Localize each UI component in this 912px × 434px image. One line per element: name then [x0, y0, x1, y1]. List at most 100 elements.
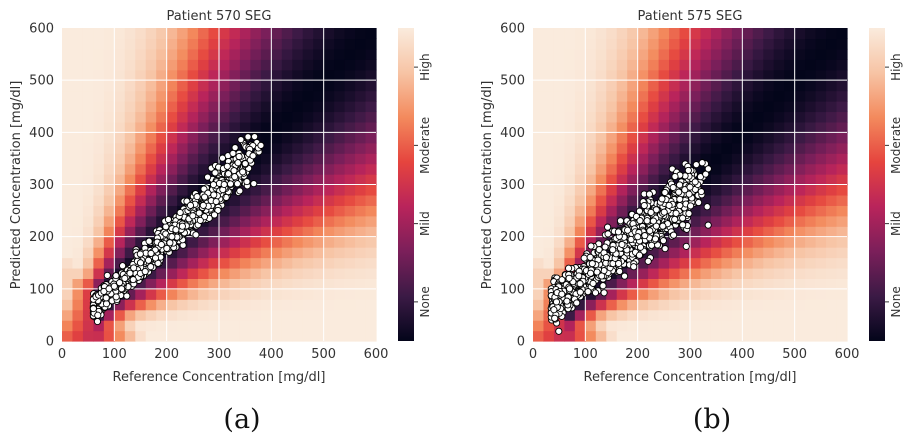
data-point: [243, 178, 251, 186]
heatmap-cell: [710, 257, 722, 269]
heatmap-cell: [229, 330, 241, 342]
heatmap-cell: [156, 330, 168, 342]
heatmap-cell: [260, 132, 272, 144]
heatmap-cell: [616, 174, 628, 186]
heatmap-cell: [281, 184, 293, 196]
heatmap-cell: [533, 59, 545, 71]
heatmap-cell: [752, 205, 764, 217]
colorbar-gradient: [398, 28, 414, 341]
heatmap-cell: [166, 257, 178, 269]
heatmap-cell: [334, 80, 346, 92]
heatmap-cell: [616, 90, 628, 102]
heatmap-cell: [187, 48, 199, 60]
heatmap-cell: [533, 111, 545, 123]
heatmap-cell: [62, 174, 74, 186]
data-point: [609, 246, 617, 254]
heatmap-cell: [281, 80, 293, 92]
heatmap-cell: [815, 226, 827, 238]
heatmap-cell: [135, 330, 147, 342]
heatmap-cell: [334, 267, 346, 279]
heatmap-cell: [302, 236, 314, 248]
heatmap-cell: [198, 38, 210, 50]
heatmap-cell: [145, 205, 157, 217]
heatmap-cell: [166, 320, 178, 332]
data-point: [646, 227, 654, 235]
heatmap-cell: [156, 278, 168, 290]
heatmap-cell: [166, 69, 178, 81]
heatmap-cell: [533, 142, 545, 154]
heatmap-cell: [302, 205, 314, 217]
heatmap-cell: [250, 205, 262, 217]
heatmap-cell: [690, 236, 702, 248]
heatmap-cell: [574, 309, 586, 321]
heatmap-cell: [229, 80, 241, 92]
heatmap-cell: [219, 90, 231, 102]
heatmap-cell: [679, 299, 691, 311]
heatmap-cell: [260, 320, 272, 332]
heatmap-cell: [742, 236, 754, 248]
heatmap-cell: [323, 278, 335, 290]
heatmap-cell: [229, 320, 241, 332]
heatmap-cell: [302, 59, 314, 71]
heatmap-cell: [229, 132, 241, 144]
heatmap-cell: [710, 48, 722, 60]
heatmap-cell: [794, 163, 806, 175]
heatmap-cell: [145, 101, 157, 113]
heatmap-cell: [794, 236, 806, 248]
panel-a-ylabel: Predicted Concentration [mg/dl]: [9, 81, 24, 290]
heatmap-cell: [836, 278, 848, 290]
heatmap-cell: [166, 132, 178, 144]
heatmap-cell: [815, 80, 827, 92]
heatmap-cell: [187, 320, 199, 332]
heatmap-cell: [700, 132, 712, 144]
heatmap-cell: [533, 236, 545, 248]
heatmap-cell: [323, 28, 335, 40]
heatmap-cell: [669, 132, 681, 144]
heatmap-cell: [145, 59, 157, 71]
data-point: [136, 250, 144, 258]
heatmap-cell: [292, 142, 304, 154]
heatmap-cell: [595, 90, 607, 102]
heatmap-cell: [365, 184, 377, 196]
heatmap-cell: [271, 48, 283, 60]
heatmap-cell: [355, 101, 367, 113]
heatmap-cell: [637, 184, 649, 196]
heatmap-cell: [606, 205, 618, 217]
heatmap-cell: [198, 257, 210, 269]
data-point: [647, 208, 655, 216]
heatmap-cell: [302, 48, 314, 60]
heatmap-cell: [564, 121, 576, 133]
heatmap-cell: [763, 163, 775, 175]
heatmap-cell: [239, 48, 251, 60]
heatmap-cell: [82, 320, 94, 332]
heatmap-cell: [543, 101, 555, 113]
heatmap-cell: [177, 28, 189, 40]
heatmap-cell: [313, 215, 325, 227]
heatmap-cell: [135, 38, 147, 50]
heatmap-cell: [292, 80, 304, 92]
heatmap-cell: [763, 278, 775, 290]
heatmap-cell: [166, 194, 178, 206]
heatmap: [62, 28, 377, 342]
heatmap-cell: [553, 101, 565, 113]
heatmap-cell: [114, 299, 126, 311]
heatmap-cell: [679, 257, 691, 269]
heatmap-cell: [271, 320, 283, 332]
heatmap-cell: [553, 330, 565, 342]
heatmap-cell: [658, 288, 670, 300]
heatmap-cell: [710, 215, 722, 227]
heatmap-cell: [805, 278, 817, 290]
heatmap-cell: [773, 111, 785, 123]
heatmap-cell: [93, 215, 105, 227]
heatmap-cell: [72, 194, 84, 206]
y-tick-label: 100: [500, 282, 525, 297]
heatmap-cell: [752, 163, 764, 175]
data-point: [679, 221, 687, 229]
heatmap-cell: [543, 80, 555, 92]
data-point: [636, 243, 645, 251]
heatmap-cell: [658, 153, 670, 165]
heatmap-cell: [260, 69, 272, 81]
heatmap-cell: [103, 153, 115, 165]
heatmap-cell: [93, 142, 105, 154]
